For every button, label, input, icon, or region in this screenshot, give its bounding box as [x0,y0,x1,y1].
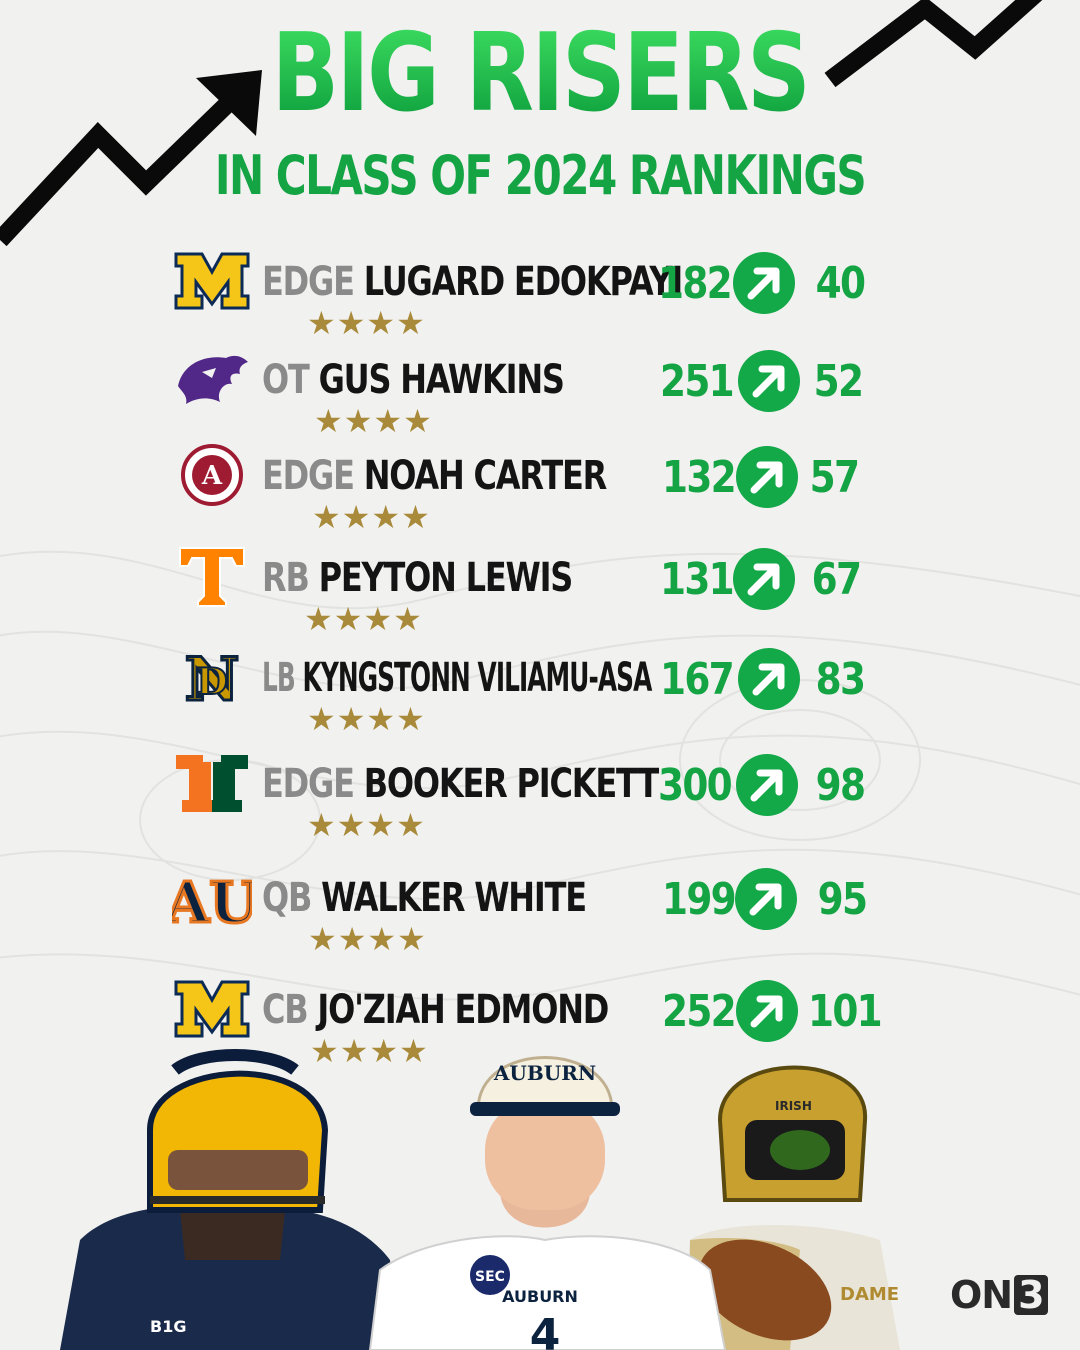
alabama-logo: A [172,442,252,508]
player-name: KYNGSTONN VILIAMU-ASA [302,655,653,701]
current-rank: 83 [815,654,866,705]
current-rank: 95 [817,874,868,925]
player-name: LUGARD EDOKPAYI [363,259,684,305]
svg-text:N: N [185,645,240,710]
arrow-up-right-icon [736,754,798,816]
previous-rank: 252 [662,986,737,1037]
miami-logo [172,750,252,816]
player-name-line: CB JO'ZIAH EDMOND [262,980,609,1040]
previous-rank: 182 [658,258,733,309]
brand-on: ON [950,1273,1013,1317]
player-name-line: EDGE BOOKER PICKETT [262,754,659,814]
player-row: CB JO'ZIAH EDMOND ★★★★ 252 101 [0,976,1080,1080]
player-row: A EDGE NOAH CARTER ★★★★ 132 57 [0,442,1080,546]
jersey-fragment: DAME [840,1284,899,1305]
player-row: OT GUS HAWKINS ★★★★ 251 52 [0,346,1080,450]
arrow-up-right-icon [735,868,797,930]
svg-text:D: D [196,661,227,703]
star-rating: ★★★★ [312,498,431,536]
player-name-line: EDGE LUGARD EDOKPAYI [262,252,683,312]
player-name: GUS HAWKINS [318,357,565,403]
tennessee-logo [172,544,252,610]
star-rating: ★★★★ [310,1032,429,1070]
player-row: RB PEYTON LEWIS ★★★★ 131 67 [0,544,1080,648]
previous-rank: 131 [660,554,735,605]
auburn-player-photo: AUBURN SEC AUBURN 4 [368,1056,727,1350]
notre-dame-player-photo: IRISH DAME [680,1065,900,1350]
arrow-up-right-icon [736,446,798,508]
previous-rank: 251 [660,356,735,407]
star-rating: ★★★★ [304,600,423,638]
previous-rank: 199 [662,874,737,925]
arrow-up-right-icon [733,548,795,610]
player-name: NOAH CARTER [363,453,608,499]
kansas-state-logo [172,346,252,412]
current-rank: 52 [813,356,864,407]
current-rank: 57 [809,452,860,503]
player-name-line: RB PEYTON LEWIS [262,548,574,608]
arrow-up-right-icon [738,648,800,710]
player-name: JO'ZIAH EDMOND [317,987,609,1033]
current-rank: 67 [811,554,862,605]
star-rating: ★★★★ [307,700,426,738]
conference-patch: B1G [150,1317,186,1336]
player-position: EDGE [262,761,355,807]
jersey-number: 4 [530,1310,561,1350]
arrow-up-right-icon [733,252,795,314]
player-name: PEYTON LEWIS [318,555,574,601]
current-rank: 98 [815,760,866,811]
player-position: CB [262,987,309,1033]
player-name-line: EDGE NOAH CARTER [262,446,607,506]
auburn-logo: AU [172,864,252,931]
previous-rank: 132 [662,452,737,503]
star-rating: ★★★★ [307,304,426,342]
player-name: WALKER WHITE [321,875,587,921]
player-name-line: LB KYNGSTONN VILIAMU-ASA [262,648,652,708]
current-rank: 101 [808,986,883,1037]
jersey-text: AUBURN [502,1287,578,1306]
player-name-line: QB WALKER WHITE [262,868,587,928]
player-name-line: OT GUS HAWKINS [262,350,574,410]
michigan-logo [172,248,252,314]
player-position: LB [262,655,296,701]
page-subtitle: IN CLASS OF 2024 RANKINGS [214,144,867,207]
sec-badge: SEC [475,1269,505,1285]
player-position: RB [262,555,310,601]
previous-rank: 167 [660,654,735,705]
player-row: AU QB WALKER WHITE ★★★★ 199 95 [0,864,1080,968]
hat-text: AUBURN [493,1061,596,1085]
star-rating: ★★★★ [308,920,427,958]
helmet-text: IRISH [775,1099,812,1113]
player-photos: B1G IRISH DAME AUBURN SEC AUBURN 4 [60,1049,900,1350]
michigan-player-photo: B1G [60,1049,400,1350]
current-rank: 40 [815,258,866,309]
player-position: EDGE [262,259,355,305]
player-position: OT [262,357,310,403]
rising-trend-arrow [0,0,1043,247]
player-position: QB [262,875,312,921]
brand-three: 3 [1014,1275,1048,1315]
svg-text:A: A [201,461,223,491]
player-position: EDGE [262,453,355,499]
player-row: EDGE BOOKER PICKETT ★★★★ 300 98 [0,750,1080,854]
arrow-up-right-icon [736,980,798,1042]
michigan-logo [172,976,252,1042]
player-name: BOOKER PICKETT [363,761,660,807]
on3-logo: ON 3 [950,1272,1060,1318]
player-row: EDGE LUGARD EDOKPAYI ★★★★ 182 40 [0,248,1080,352]
star-rating: ★★★★ [307,806,426,844]
page-title: BIG RISERS [97,14,983,134]
svg-text:AU: AU [172,870,252,930]
previous-rank: 300 [658,760,733,811]
arrow-up-right-icon [738,350,800,412]
star-rating: ★★★★ [314,402,433,440]
